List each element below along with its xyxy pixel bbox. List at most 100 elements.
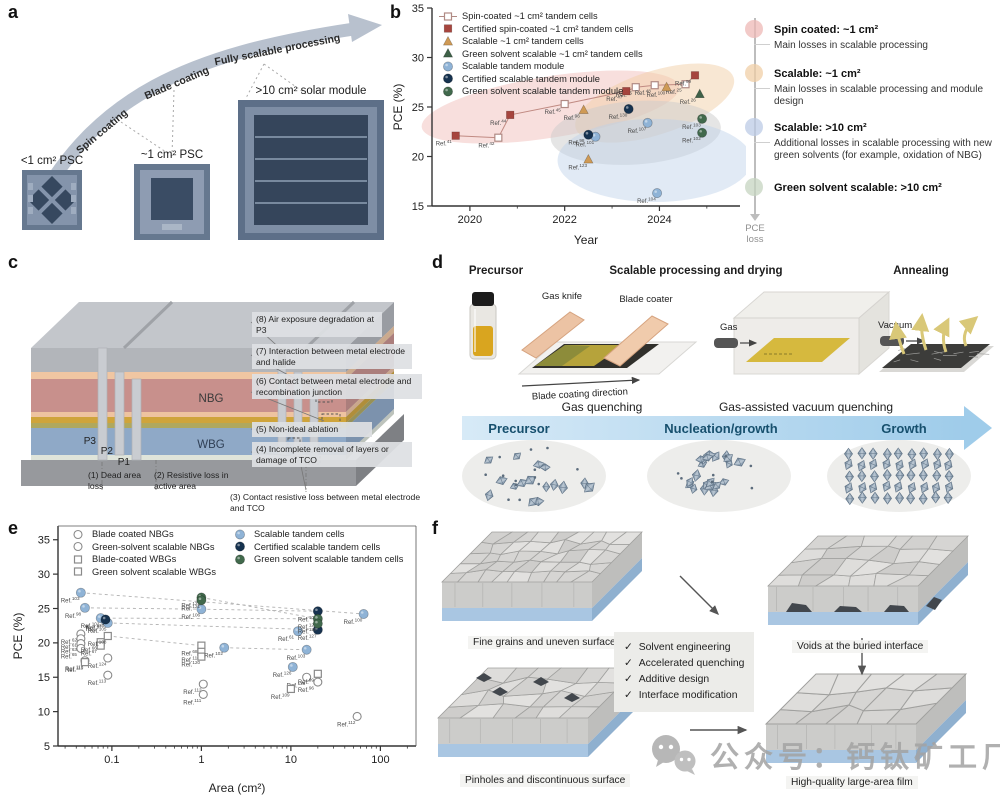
svg-text:Ref.96: Ref.96 [298, 686, 315, 695]
panel-d-letter: d [432, 252, 443, 272]
svg-text:Ref.41: Ref.41 [436, 139, 453, 148]
axis-tick [754, 44, 770, 45]
svg-text:Ref.45: Ref.45 [545, 108, 562, 117]
film-block-label: High-quality large-area film [786, 776, 918, 789]
pce-year-chart: 15 20 25 30 35 2020 2022 2024 Year PCE (%) Ref.42 R… [391, 3, 746, 247]
svg-text:WBG: WBG [197, 439, 225, 451]
axis-tick [754, 88, 770, 89]
svg-text:Ref.123: Ref.123 [568, 163, 587, 172]
svg-text:Ref.108: Ref.108 [88, 640, 107, 649]
svg-text:35: 35 [38, 535, 50, 547]
square-open-legend-marker [73, 555, 83, 564]
legend-item: Spin-coated ~1 cm² tandem cells [438, 10, 643, 23]
loss-callout: (7) Interaction between metal electrode … [252, 344, 412, 370]
panel-d-graphic: Precursor Scalable processing and drying A… [462, 265, 994, 512]
panel-b-pce-vs-year: 15 20 25 30 35 2020 2022 2024 Year PCE (%) Ref.42 R… [388, 2, 1000, 252]
checklist-item: ✓ Additive design [624, 674, 710, 685]
pce-year-legend: Spin-coated ~1 cm² tandem cells Certified… [438, 10, 643, 98]
svg-text:Ref.25: Ref.25 [666, 88, 683, 97]
panel-f-letter: f [432, 518, 438, 538]
svg-text:Precursor: Precursor [488, 421, 549, 436]
panel-a-process-overview: Spin coating Blade coating Fully scalable … [6, 2, 390, 248]
svg-text:Ref.112: Ref.112 [183, 688, 202, 697]
svg-text:Ref.124: Ref.124 [88, 662, 107, 671]
loss-level-dot [745, 64, 763, 82]
loss-level-desc: Main losses in scalable processing [774, 40, 928, 51]
legend-item-label: Scalable tandem module [462, 61, 565, 72]
svg-text:Gas knife: Gas knife [542, 291, 582, 302]
svg-text:Ref.98: Ref.98 [568, 138, 585, 147]
loss-level-desc: Main losses in scalable processing and m… [774, 84, 984, 107]
svg-text:Ref.100: Ref.100 [298, 615, 317, 624]
square-open-legend-marker [439, 12, 457, 21]
film-block-fine [441, 531, 643, 621]
watermark: 公众号：钙钛矿工厂 [648, 733, 1000, 777]
pce-loss-axis-arrowhead [750, 214, 760, 221]
svg-text:Nucleation/growth: Nucleation/growth [664, 421, 777, 436]
circle-legend-marker [443, 73, 453, 84]
svg-text:Gas: Gas [720, 322, 738, 333]
legend-item-label: Blade-coated WBGs [92, 554, 177, 565]
svg-text:Ref.63: Ref.63 [61, 647, 78, 656]
legend-column: Blade coated NBGs Green-solvent scalable … [68, 528, 216, 578]
pce-area-chart: 5 10 15 20 25 30 35 0.1 1 10 100 Area (cm²) PCE (%) R… [11, 525, 417, 795]
svg-text:Gas-assisted vacuum quenching: Gas-assisted vacuum quenching [719, 400, 893, 414]
legend-item-label: Spin-coated ~1 cm² tandem cells [462, 11, 598, 22]
legend-item: Blade-coated WBGs [68, 553, 216, 566]
svg-text:30: 30 [412, 52, 424, 64]
svg-text:35: 35 [412, 3, 424, 15]
svg-text:2024: 2024 [647, 214, 671, 226]
loss-level-title: Green solvent scalable: >10 cm² [774, 182, 942, 194]
svg-text:Ref.122: Ref.122 [181, 601, 200, 610]
svg-text:Ref.119: Ref.119 [65, 666, 84, 675]
svg-text:Ref.126: Ref.126 [273, 670, 292, 679]
svg-text:Year: Year [574, 233, 598, 247]
loss-level-title: Spin coated: ~1 cm² [774, 24, 879, 36]
legend-item-label: Scalable ~1 cm² tandem cells [462, 36, 584, 47]
panel-c-letter: c [8, 252, 19, 272]
svg-text:Ref.61: Ref.61 [278, 635, 295, 644]
legend-item-label: Green solvent scalable tandem cells [254, 554, 404, 565]
legend-item-label: Green solvent scalable tandem module [462, 86, 624, 97]
svg-text:Ref.102: Ref.102 [204, 651, 223, 660]
legend-item: Certified scalable tandem module [438, 73, 643, 86]
film-block-label: Voids at the buried interface [792, 640, 929, 653]
svg-text:30: 30 [38, 569, 50, 581]
svg-text:Ref.48: Ref.48 [635, 89, 652, 98]
svg-text:Ref.118: Ref.118 [65, 664, 84, 673]
pce-loss-annotation-column: Spin coated: ~1 cm² Main losses in scalab… [745, 10, 1000, 252]
legend-item-label: Certified spin-coated ~1 cm² tandem cell… [462, 23, 634, 34]
svg-text:<1 cm² PSC: <1 cm² PSC [21, 155, 83, 167]
svg-text:Ref.103: Ref.103 [287, 653, 306, 662]
legend-item-label: Blade coated NBGs [92, 529, 174, 540]
square-fill-legend-marker [443, 24, 453, 33]
svg-text:25: 25 [38, 603, 50, 615]
loss-level-desc: Additional losses in scalable processing… [774, 138, 992, 161]
svg-text:P1: P1 [118, 457, 131, 468]
svg-text:Ref.121: Ref.121 [181, 604, 200, 613]
svg-text:Ref.44: Ref.44 [490, 118, 507, 127]
loss-callout: (1) Dead area loss [88, 470, 142, 491]
svg-text:~1 cm² PSC: ~1 cm² PSC [141, 149, 203, 161]
svg-text:Ref.65: Ref.65 [61, 652, 78, 661]
svg-text:Ref.26: Ref.26 [680, 98, 697, 107]
svg-text:Ref.129: Ref.129 [298, 627, 317, 636]
svg-text:Gas quenching: Gas quenching [562, 400, 643, 414]
svg-text:Ref.103: Ref.103 [682, 122, 701, 131]
axis-tick [754, 142, 770, 143]
svg-text:Ref.101: Ref.101 [575, 140, 594, 149]
svg-text:Ref.42: Ref.42 [478, 141, 495, 150]
svg-text:15: 15 [412, 201, 424, 213]
svg-text:Growth: Growth [881, 421, 927, 436]
svg-text:15: 15 [38, 672, 50, 684]
check-icon: ✓ [624, 642, 633, 653]
legend-item: Green solvent scalable tandem cells [230, 553, 403, 566]
svg-text:P3: P3 [84, 436, 97, 447]
loss-callout: (3) Contact resistive loss between metal… [230, 492, 421, 513]
svg-text:Ref.110: Ref.110 [181, 655, 200, 664]
svg-text:20: 20 [38, 638, 50, 650]
film-block-high [764, 673, 968, 763]
circle-legend-marker [235, 541, 245, 552]
loss-callout: (2) Resistive loss in active area [154, 470, 229, 491]
